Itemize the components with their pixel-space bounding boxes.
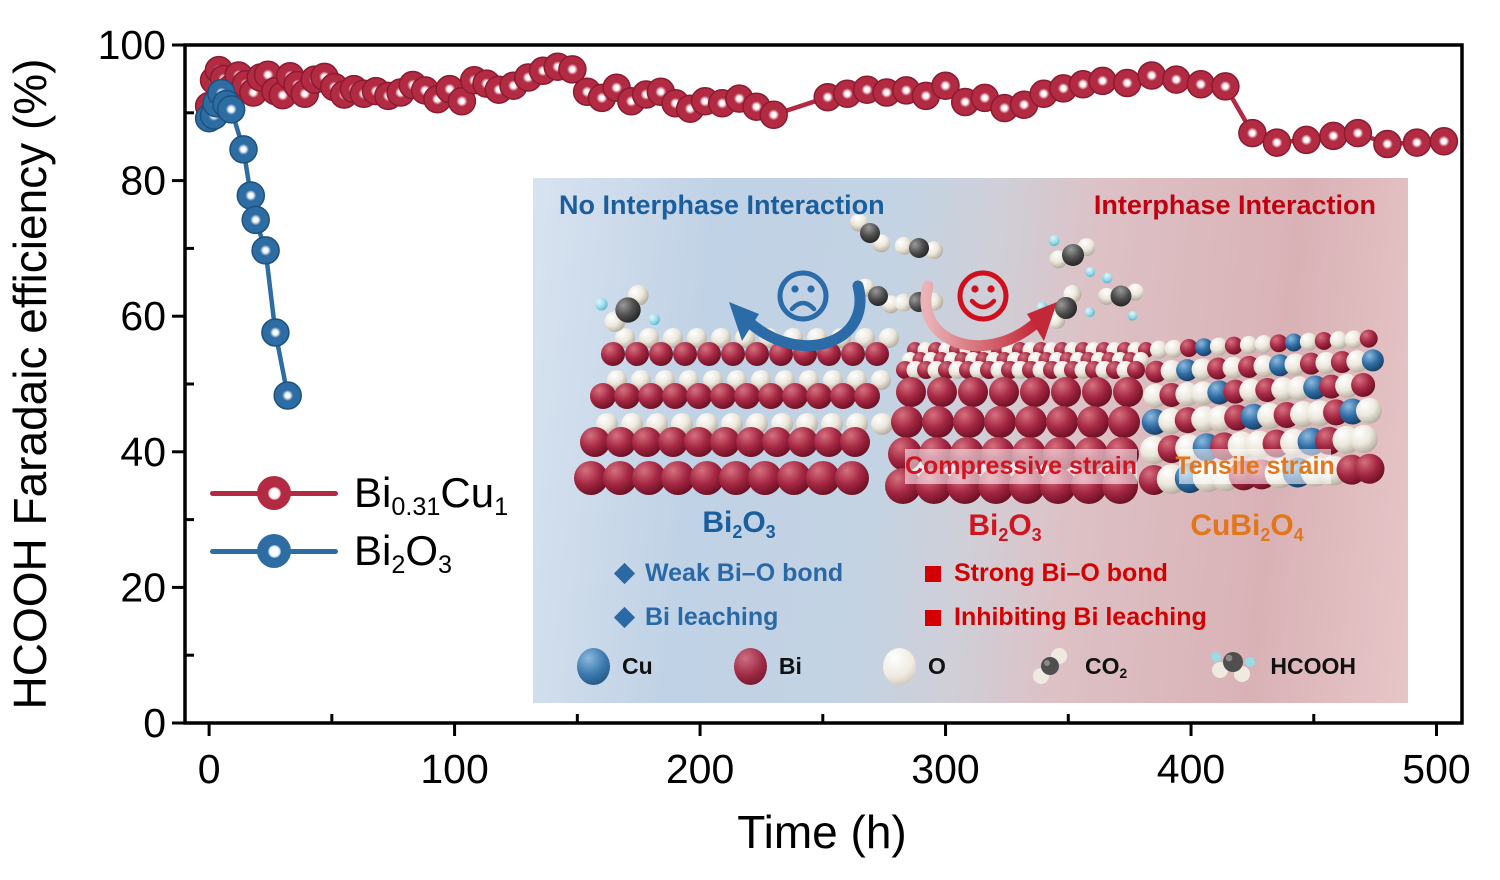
square-bullet-icon [925, 565, 941, 582]
svg-text:Time (h): Time (h) [737, 806, 907, 858]
hcooh-label: HCOOH [1270, 652, 1356, 679]
co2-label: CO2 [1085, 652, 1128, 682]
svg-text:200: 200 [666, 746, 734, 792]
bi-label: Bi [778, 652, 802, 679]
svg-text:40: 40 [120, 429, 166, 475]
svg-text:300: 300 [911, 746, 979, 792]
o-atom-icon [882, 647, 916, 685]
interphase-title: Interphase Interaction [1093, 190, 1376, 220]
svg-text:80: 80 [120, 158, 166, 204]
legend-marker-red [210, 475, 338, 511]
svg-text:0: 0 [143, 700, 166, 746]
hcooh-molecule-icon [1211, 652, 1256, 682]
bullet-text: Bi leaching [645, 603, 779, 631]
cu-atom-icon [577, 647, 610, 685]
legend-co2: CO2 [1027, 644, 1127, 688]
legend-marker-blue [210, 533, 338, 569]
bullet-text: Weak Bi–O bond [645, 559, 844, 587]
legend-item-bi2o3: Bi2O3 [210, 522, 508, 580]
square-bullet-icon [925, 609, 941, 626]
svg-text:0: 0 [198, 746, 221, 792]
svg-text:100: 100 [420, 746, 488, 792]
legend-bi: Bi [733, 647, 802, 685]
no-interphase-title: No Interphase Interaction [559, 190, 885, 220]
bullet-strong-bio-bond: Strong Bi–O bond [925, 559, 1207, 588]
bullet-text: Inhibiting Bi leaching [954, 603, 1207, 631]
bullet-inhibiting-bi-leaching: Inhibiting Bi leaching [925, 603, 1207, 632]
svg-text:20: 20 [120, 564, 166, 610]
atom-legend: Cu Bi O CO2 [577, 644, 1356, 688]
right-crystal-label: CuBi2O4 [1190, 509, 1304, 545]
bullet-bi-leaching: Bi leaching [613, 603, 843, 632]
cu-label: Cu [622, 652, 653, 679]
legend-hcooh: HCOOH [1208, 644, 1356, 688]
legend-label-bi031cu1: Bi0.31Cu1 [354, 469, 509, 522]
legend-cu: Cu [577, 647, 653, 685]
bi-atom-icon [733, 647, 767, 685]
legend-label-bi2o3: Bi2O3 [354, 527, 453, 580]
plot-legend: Bi0.31Cu1 Bi2O3 [210, 464, 508, 580]
legend-item-bi031cu1: Bi0.31Cu1 [210, 464, 508, 522]
co2-molecule-icon [1033, 648, 1068, 684]
compressive-strain-label: Compressive strain [905, 449, 1137, 484]
svg-text:400: 400 [1157, 746, 1225, 792]
diamond-bullet-icon [613, 606, 636, 629]
bullet-text: Strong Bi–O bond [954, 559, 1168, 587]
o-label: O [927, 652, 946, 679]
svg-text:HCOOH Faradaic efficiency (%): HCOOH Faradaic efficiency (%) [4, 59, 56, 710]
svg-text:60: 60 [120, 293, 166, 339]
right-bullet-list: Strong Bi–O bond Inhibiting Bi leaching [925, 559, 1207, 632]
left-bullet-list: Weak Bi–O bond Bi leaching [613, 559, 844, 632]
mechanism-inset: No Interphase Interaction Interphase Int… [533, 178, 1408, 703]
svg-text:100: 100 [98, 22, 166, 68]
left-crystal-label: Bi2O3 [702, 506, 776, 542]
bullet-weak-bio-bond: Weak Bi–O bond [613, 559, 844, 588]
svg-text:500: 500 [1402, 746, 1470, 792]
mid-crystal-label: Bi2O3 [968, 509, 1042, 545]
legend-o: O [882, 647, 946, 685]
tensile-strain-label: Tensile strain [1175, 449, 1335, 484]
diamond-bullet-icon [613, 562, 636, 585]
